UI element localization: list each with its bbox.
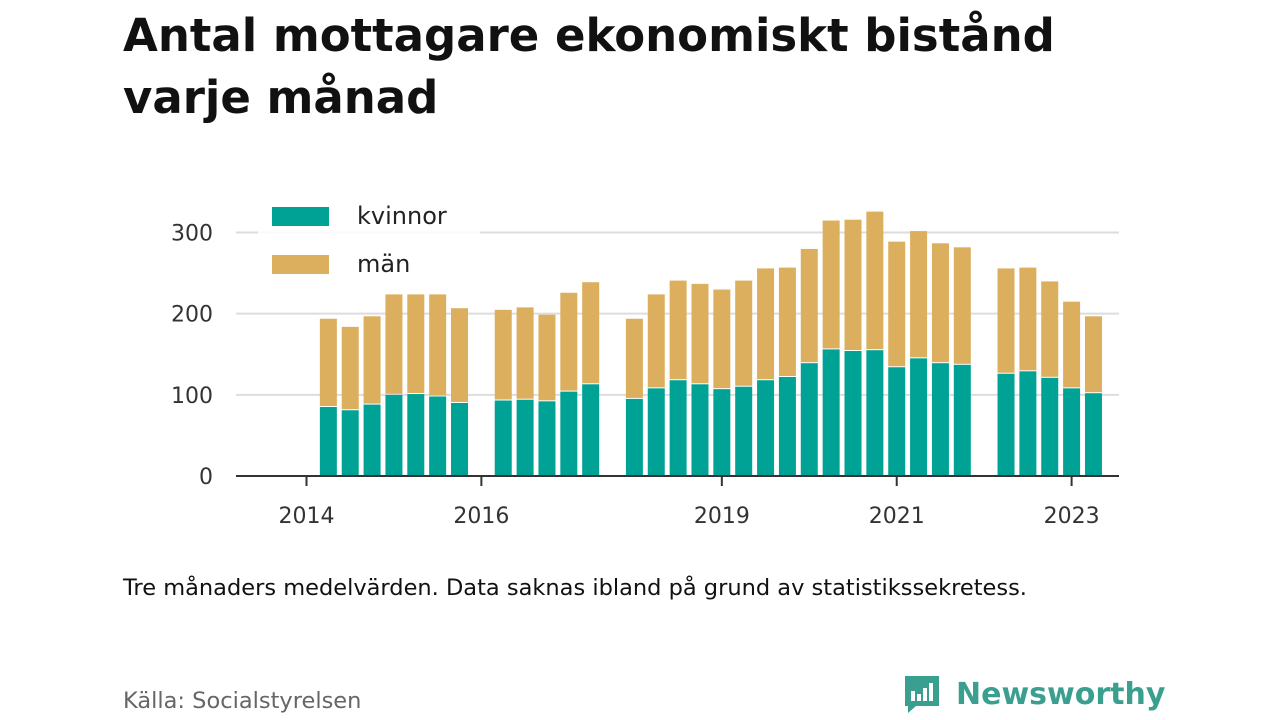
brand-logo: Newsworthy	[902, 670, 1165, 718]
bar-chart-speech-bubble-icon	[905, 676, 939, 713]
bar-kvinnor	[997, 373, 1015, 476]
bar-man	[778, 267, 796, 376]
bar-kvinnor	[516, 399, 534, 476]
bar-kvinnor	[800, 363, 818, 476]
bar-kvinnor	[691, 384, 709, 476]
bar-kvinnor	[1084, 393, 1102, 476]
bar-kvinnor	[844, 351, 862, 476]
bar-man	[888, 241, 906, 367]
bar-man	[669, 280, 687, 380]
bar-man	[866, 211, 884, 350]
bar-kvinnor	[735, 386, 753, 476]
y-tick-label: 200	[171, 303, 213, 328]
bar-kvinnor	[1041, 377, 1059, 476]
bar-man	[625, 318, 643, 398]
bars	[319, 211, 1102, 476]
bar-man	[429, 294, 447, 396]
bar-kvinnor	[494, 400, 512, 476]
bar-kvinnor	[451, 402, 469, 476]
chart-note: Tre månaders medelvärden. Data saknas ib…	[123, 575, 1027, 601]
bar-man	[910, 231, 928, 358]
bar-man	[691, 283, 709, 384]
bar-kvinnor	[625, 398, 643, 476]
bar-kvinnor	[429, 396, 447, 476]
bar-man	[363, 316, 381, 404]
bar-man	[1019, 267, 1037, 371]
bar-man	[319, 318, 337, 407]
bar-kvinnor	[560, 391, 578, 476]
bar-man	[538, 314, 556, 401]
x-tick-label: 2016	[453, 504, 509, 529]
bar-man	[713, 289, 731, 389]
bar-kvinnor	[1019, 371, 1037, 476]
bar-kvinnor	[1063, 388, 1081, 476]
legend-swatch-kvinnor	[272, 207, 329, 226]
bar-man	[494, 309, 512, 400]
bar-man	[844, 219, 862, 351]
legend-label-kvinnor: kvinnor	[357, 202, 447, 230]
bar-kvinnor	[822, 349, 840, 476]
x-tick-label: 2014	[279, 504, 335, 529]
bar-kvinnor	[931, 363, 949, 476]
bar-man	[560, 292, 578, 391]
bar-man	[757, 268, 775, 380]
bar-man	[647, 294, 665, 388]
bar-man	[341, 326, 359, 410]
legend-label-man: män	[357, 250, 410, 278]
bar-kvinnor	[385, 394, 403, 476]
bar-kvinnor	[647, 388, 665, 476]
bar-kvinnor	[319, 407, 337, 476]
bar-man	[451, 308, 469, 402]
y-axis-ticks: 0 100 200 300	[171, 222, 213, 490]
bar-kvinnor	[669, 380, 687, 476]
bar-kvinnor	[953, 364, 971, 476]
bar-man	[931, 243, 949, 363]
chart-title: Antal mottagare ekonomiskt bistånd varje…	[123, 9, 1055, 124]
bar-man	[1041, 281, 1059, 377]
bar-man	[385, 294, 403, 394]
bar-kvinnor	[713, 389, 731, 476]
bar-man	[582, 282, 600, 384]
bar-man	[822, 220, 840, 349]
x-tick-label: 2023	[1044, 504, 1100, 529]
y-tick-label: 300	[171, 222, 213, 247]
bar-kvinnor	[341, 410, 359, 476]
bar-kvinnor	[538, 401, 556, 476]
bar-man	[800, 248, 818, 363]
bar-man	[1084, 316, 1102, 393]
bar-man	[1063, 301, 1081, 388]
x-axis-ticks: 2014 2016 2019 2021 2023	[279, 476, 1100, 529]
legend: kvinnor män	[258, 195, 480, 285]
y-tick-label: 0	[199, 465, 213, 490]
bar-kvinnor	[757, 380, 775, 476]
bar-kvinnor	[888, 367, 906, 476]
brand-name: Newsworthy	[956, 676, 1166, 712]
bar-man	[953, 247, 971, 364]
bar-kvinnor	[582, 384, 600, 476]
bar-man	[407, 294, 425, 394]
x-tick-label: 2019	[694, 504, 750, 529]
bar-kvinnor	[910, 358, 928, 476]
bar-man	[735, 280, 753, 386]
y-tick-label: 100	[171, 384, 213, 409]
source-credit: Källa: Socialstyrelsen	[123, 688, 362, 714]
x-tick-label: 2021	[869, 504, 925, 529]
bar-kvinnor	[778, 376, 796, 476]
bar-kvinnor	[363, 404, 381, 476]
bar-kvinnor	[407, 394, 425, 476]
legend-swatch-man	[272, 255, 329, 274]
bar-man	[997, 268, 1015, 373]
bar-kvinnor	[866, 350, 884, 476]
bar-man	[516, 307, 534, 399]
